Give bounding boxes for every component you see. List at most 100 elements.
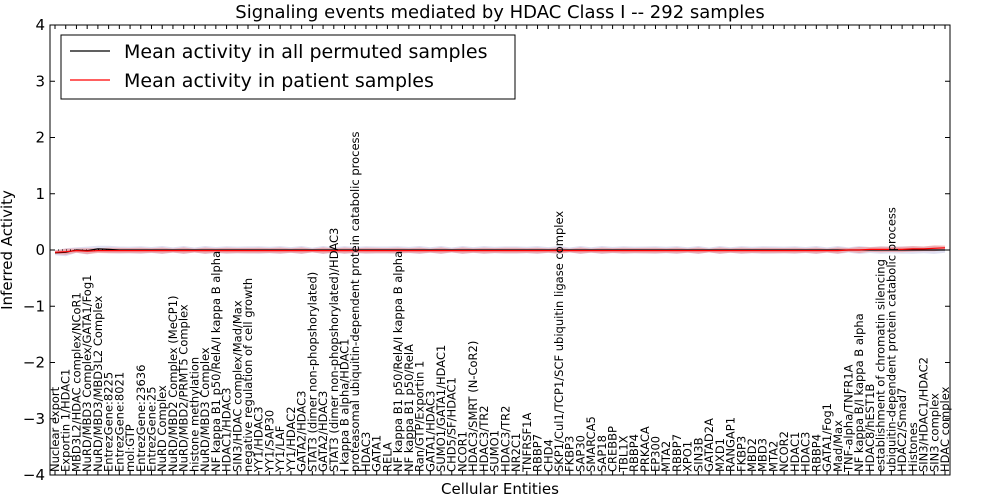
entity-label: GATAD2A (702, 418, 716, 472)
entity-label: RBBP4 (809, 434, 823, 472)
entity-label: SAP30 (573, 435, 587, 472)
legend: Mean activity in all permuted samples Me… (60, 34, 516, 100)
y-tick-label: −1 (23, 297, 45, 315)
entity-label: SIN3B (691, 437, 705, 472)
entity-label: MTA2 (766, 441, 780, 472)
entity-label: HDAC3/TR2 (477, 405, 491, 472)
entity-label: STAT3 (dimer non-phopshorylated) (305, 272, 319, 472)
y-tick-label: 3 (35, 72, 45, 90)
patient-mean-line (54, 247, 946, 253)
entity-label: Histones (906, 422, 920, 472)
entity-label: MBD3L2/HDAC complex/NCoR1 (69, 292, 83, 472)
entity-label: NF kappa B1 p50/RelA/I kappa B alpha (209, 251, 223, 472)
entity-label: SUMO1 (488, 430, 502, 472)
entity-label: SIN3/HDAC1/HDAC2 (917, 357, 931, 472)
entity-label: FKBP3 (563, 436, 577, 472)
y-axis-label: Inferred Activity (0, 190, 16, 310)
entity-label: HDAC1 (788, 432, 802, 472)
y-tick-label: −4 (23, 466, 45, 484)
entity-label: PRKACA (638, 426, 652, 472)
entity-label: RBBP4 (627, 434, 641, 472)
entity-label: YY1/HDAC2 (284, 406, 298, 473)
entity-label: MBD2 (745, 438, 759, 472)
entity-label: SMARCA5 (584, 416, 598, 472)
entity-label: MXD1 (713, 438, 727, 472)
entity-label: EntrezGene:8021 (112, 372, 126, 472)
x-axis-label: Cellular Entities (441, 480, 559, 498)
entity-label: Ran/GTP/Exportin 1 (413, 361, 427, 472)
legend-box (60, 34, 516, 100)
y-tick-label: 2 (35, 129, 45, 147)
entity-label: YY1/SAP30 (263, 410, 277, 473)
entity-label: NF kappa B/I kappa B alpha (852, 313, 866, 472)
entity-label: TBL1X (616, 435, 630, 473)
entity-label: HDAC complex (938, 386, 952, 472)
entity-label: TNF-alpha/TNFR1A (842, 364, 856, 473)
entity-label: NCOR2 (777, 431, 791, 472)
entity-label: RBBP7 (531, 434, 545, 472)
entity-label: establishment of chromatin silencing (874, 259, 888, 472)
entity-label: SIN3/HDAC complex/Mad/Max (230, 300, 244, 472)
entity-label: EntrezGene:25 (145, 386, 159, 472)
entity-label: CREBBP (606, 426, 620, 472)
entity-label: mol:GTP (123, 424, 137, 472)
entity-label: HDAC3/SMRT (N-CoR2) (466, 341, 480, 472)
entity-label: YY1/HDAC3 (252, 406, 266, 473)
entity-label: STAT3 (dimer non-phopshorylated)/HDAC3 (327, 228, 341, 472)
entity-label: MBD3 (756, 438, 770, 472)
entity-label: SKP1/Cul1/TCP1/SCF ubiquitin ligase comp… (552, 211, 566, 472)
entity-label: NR2C1 (509, 433, 523, 472)
legend-label-permuted: Mean activity in all permuted samples (124, 41, 487, 63)
entity-label: I kappa B alpha/HDAC1 (338, 339, 352, 472)
y-tick-label: 4 (35, 16, 45, 34)
y-axis: 4 3 2 1 0 −1 −2 −3 −4 (23, 16, 950, 484)
entity-label: HDAC3 (799, 432, 813, 472)
entity-label: EntrezGene:23636 (134, 365, 148, 472)
entity-label: NuRD Complex (155, 385, 169, 472)
entity-label: SAP18 (595, 435, 609, 472)
entity-label: SIN3 complex (927, 393, 941, 472)
entity-label: ubiquitin-dependent protein catabolic pr… (884, 207, 898, 472)
entity-label: RANGAP1 (724, 417, 738, 472)
chart-title: Signaling events mediated by HDAC Class … (235, 2, 764, 23)
y-tick-label: −3 (23, 410, 45, 428)
entity-label: GATA2/HDAC3 (295, 391, 309, 472)
entity-label: YY1/LAF (273, 426, 287, 473)
legend-label-patient: Mean activity in patient samples (124, 70, 434, 92)
entity-label: EP300 (649, 436, 663, 472)
entity-label: NuRD/MBD3 Complex (198, 347, 212, 472)
entity-label: NuRD/MBD3 Complex/GATA1/Fog1 (80, 275, 94, 473)
entity-label: NuRD/MBD3/MBD3L2 Complex (91, 296, 105, 472)
entity-label: NuRD/MBD2 Complex (MeCP1) (166, 295, 180, 472)
entity-label: proteasomal ubiquitin-dependent protein … (348, 131, 362, 472)
entity-label: NF kappa B1 p50/RelA (402, 344, 416, 472)
entity-label: FKBP3 (734, 436, 748, 472)
entity-label: XPO1 (681, 441, 695, 472)
entity-label: RBBP7 (670, 434, 684, 472)
entity-label: Nuclear export (48, 386, 62, 472)
y-tick-label: 1 (35, 185, 45, 203)
entity-label: TNFRSF1A (520, 413, 534, 473)
entity-label: Mad/Max (831, 420, 845, 472)
entity-label: HDAC3/TR2 (498, 406, 512, 473)
entity-label: NuRD/MBD2/PRMT5 Complex (177, 304, 191, 472)
entity-label: HDAC2/Smad7 (895, 388, 909, 472)
entity-label: CHD4 (541, 439, 555, 472)
entity-label: HDAC3 (359, 432, 373, 472)
entity-label: negative regulation of cell growth (241, 278, 255, 472)
entity-label: Exportin 1/HDAC1 (59, 369, 73, 472)
entity-label: HDAC1/HDAC3 (220, 388, 234, 473)
y-tick-label: −2 (23, 354, 45, 372)
entity-label: GATA1 (370, 435, 384, 472)
entity-label: GATA1/Fog1 (820, 403, 834, 472)
entity-label: MTA2 (659, 441, 673, 472)
entity-label: GATA1/HDAC3 (423, 391, 437, 472)
entity-label: HDAC8/hEST1B (863, 384, 877, 472)
entity-label: RELA (380, 442, 394, 472)
entity-label: GATA2/HDAC3 (316, 391, 330, 472)
entity-label: EntrezGene:8225 (102, 372, 116, 472)
entity-label: NF kappa B1 p50/RelA/I kappa B alpha (391, 251, 405, 472)
y-tick-label: 0 (35, 241, 45, 259)
